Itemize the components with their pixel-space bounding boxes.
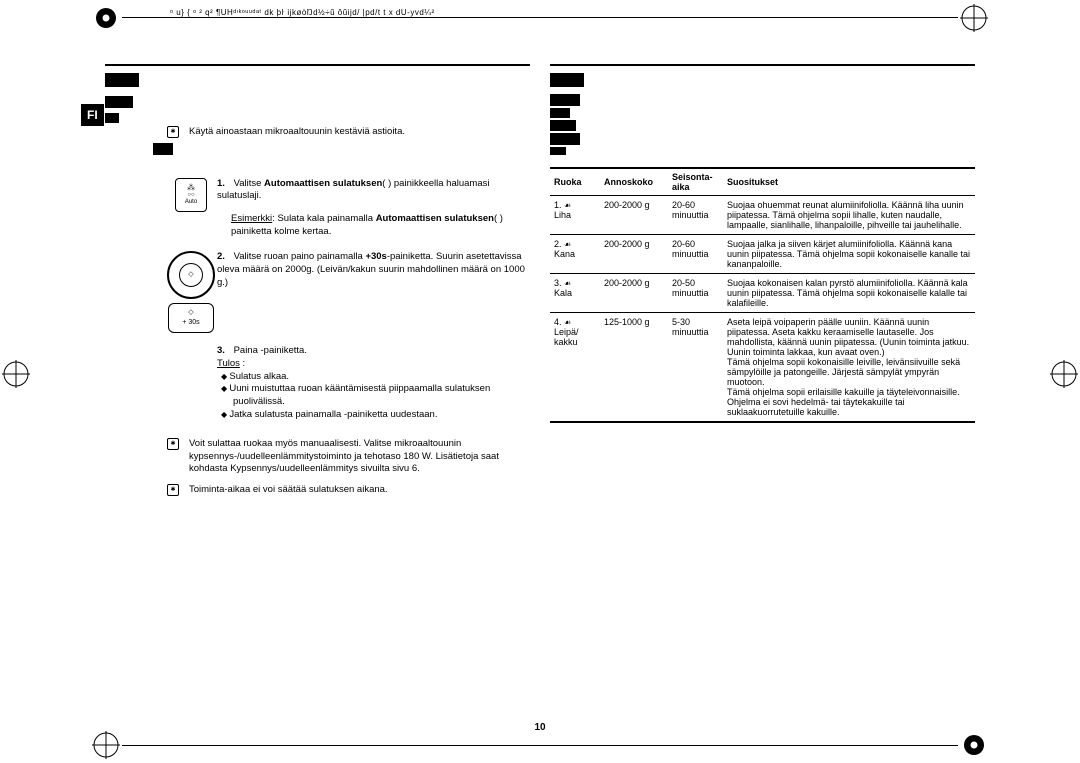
steps-list: ⁂ ○○ Auto 1. Valitse Automaattisen sulat…: [165, 178, 530, 422]
title-rule-left: [105, 64, 530, 66]
intro-note-text: Käytä ainoastaan mikroaaltouunin kestävi…: [189, 126, 405, 139]
auto-defrost-button-icon: ⁂ ○○ Auto: [175, 178, 207, 212]
header-path-text: ᵒ u} { ᵒ ² q² ¶UHᵈᶦᵏᵒᵘᵘᵈᵃᵗ dk þŀ ijkøòŊd…: [170, 8, 435, 17]
result-label: Tulos: [217, 358, 240, 369]
subtitle-placeholder-left: [105, 96, 530, 126]
title-placeholder-right: [550, 70, 975, 90]
th-food: Ruoka: [550, 168, 600, 196]
step2-text: Valitse ruoan paino painamalla +30s-pain…: [217, 251, 525, 288]
note-icon: [167, 484, 179, 496]
title-placeholder-left: [105, 70, 530, 90]
dial-icon: ◇ ◇+ 30s: [167, 251, 215, 333]
page-right: Ruoka Annoskoko Seisonta-aika Suositukse…: [540, 58, 985, 703]
regmark-bottom-right: [960, 731, 988, 759]
step1-example: Esimerkki: Sulata kala painamalla Automa…: [231, 213, 530, 239]
regmark-mid-left: [2, 360, 30, 388]
regmark-mid-right: [1050, 360, 1078, 388]
th-rest: Seisonta-aika: [668, 168, 723, 196]
th-size: Annoskoko: [600, 168, 668, 196]
icon-placeholder-small: [153, 143, 530, 160]
page-left: FI Käytä ainoastaan mikroaaltouunin kest…: [95, 58, 540, 703]
note-icon: [167, 438, 179, 450]
regmark-top-left: [92, 4, 120, 32]
defrost-table: Ruoka Annoskoko Seisonta-aika Suositukse…: [550, 167, 975, 423]
regmark-top-right: [960, 4, 988, 32]
table-row: 1. ☙Liha200-2000 g20-60minuuttiaSuojaa o…: [550, 196, 975, 235]
step3-bullet-1: Sulatus alkaa.: [233, 371, 530, 384]
subtitle-icons-right: [550, 94, 975, 155]
regmark-bottom-left: [92, 731, 120, 759]
crop-line-top: [122, 17, 958, 18]
table-row: 3. ☙Kala200-2000 g20-50minuuttiaSuojaa k…: [550, 274, 975, 313]
table-row: 2. ☙Kana200-2000 g20-60minuuttiaSuojaa j…: [550, 235, 975, 274]
page-spread: FI Käytä ainoastaan mikroaaltouunin kest…: [95, 58, 985, 703]
step1-text: Valitse Automaattisen sulatuksen( ) pain…: [217, 178, 489, 202]
footer-note-2: Toiminta-aikaa ei voi säätää sulatuksen …: [189, 484, 388, 497]
step-number-3: 3.: [217, 345, 225, 356]
page-number: 10: [0, 722, 1080, 733]
footer-note-1: Voit sulattaa ruokaa myös manuaalisesti.…: [189, 438, 530, 476]
crop-line-bottom: [122, 745, 958, 746]
language-tab: FI: [81, 104, 104, 126]
title-rule-right: [550, 64, 975, 66]
th-rec: Suositukset: [723, 168, 975, 196]
step-number-2: 2.: [217, 251, 225, 262]
step3-bullet-3: Jatka sulatusta painamalla -painiketta u…: [233, 409, 530, 422]
step-number-1: 1.: [217, 178, 225, 189]
note-icon: [167, 126, 179, 138]
step3-text: Paina -painiketta.: [234, 345, 307, 356]
step3-bullet-2: Uuni muistuttaa ruoan kääntämisestä piip…: [233, 383, 530, 409]
table-row: 4. ☙Leipä/kakku125-1000 g5-30minuuttiaAs…: [550, 313, 975, 423]
